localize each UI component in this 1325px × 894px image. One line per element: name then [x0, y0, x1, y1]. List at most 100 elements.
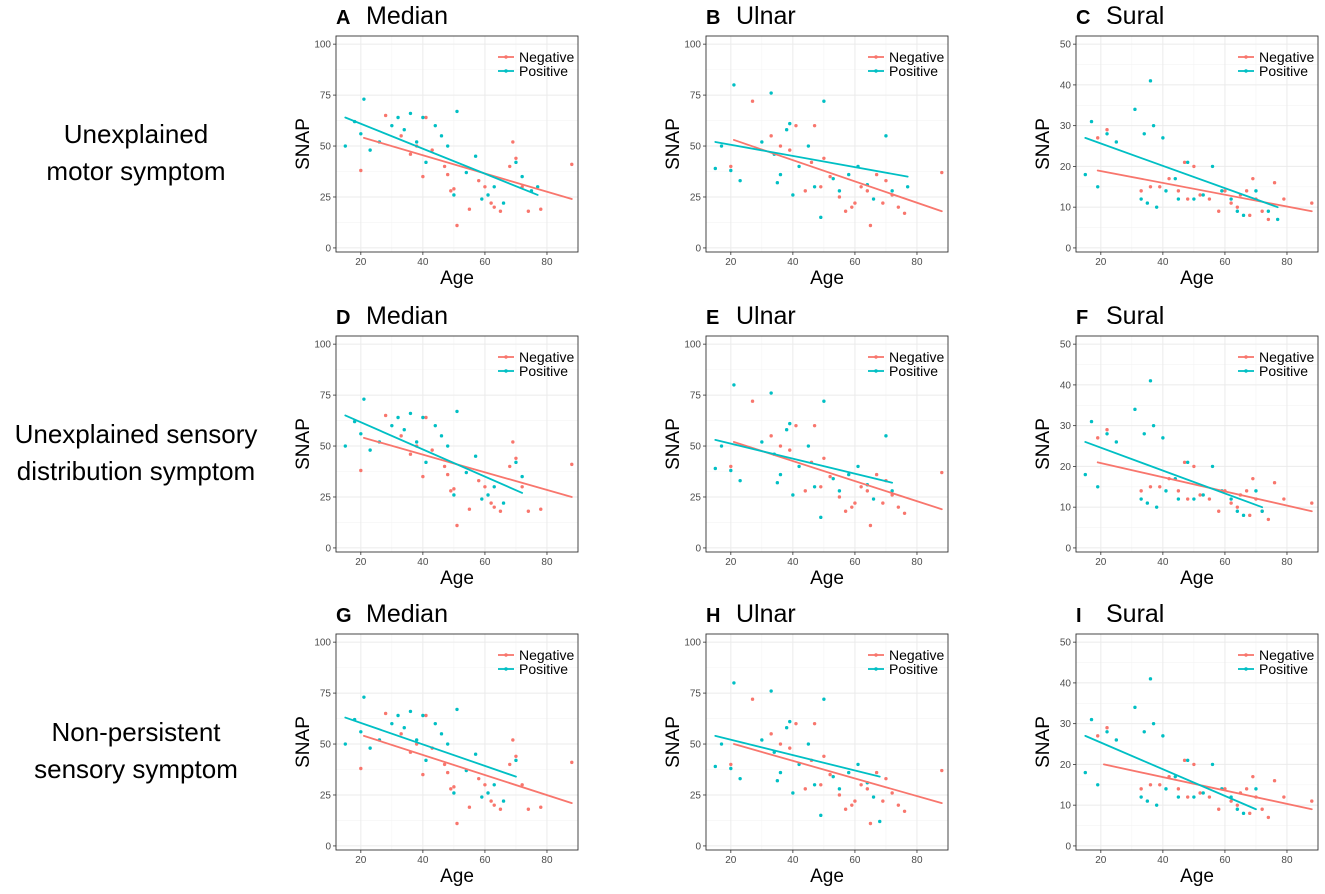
panel-border	[335, 633, 579, 851]
negative-point	[570, 462, 574, 467]
negative-point	[467, 507, 472, 511]
x-tick-label: 40	[417, 257, 429, 268]
x-tick-label: 80	[541, 557, 553, 568]
x-axis-title: Age	[810, 568, 844, 589]
x-tick-label: 20	[1095, 557, 1107, 568]
negative-point	[865, 787, 870, 791]
negative-point	[828, 772, 832, 777]
legend-dot-negative	[504, 355, 508, 359]
positive-point	[719, 444, 724, 448]
positive-point	[784, 428, 789, 432]
positive-trend-line	[344, 116, 539, 196]
negative-point	[424, 115, 428, 120]
positive-point	[1105, 730, 1109, 734]
positive-point	[1235, 509, 1240, 513]
x-axis-title: Age	[440, 568, 474, 589]
negative-point	[881, 799, 885, 803]
x-tick-label: 80	[911, 557, 923, 568]
negative-point	[526, 509, 531, 513]
panel-title: Ulnar	[736, 302, 796, 330]
negative-point	[868, 223, 873, 228]
negative-point	[769, 434, 773, 438]
negative-point	[865, 189, 870, 193]
negative-point	[442, 164, 447, 169]
negative-point	[467, 805, 472, 809]
positive-point	[439, 434, 444, 438]
positive-point	[1185, 160, 1190, 165]
y-tick-label: 75	[320, 391, 332, 402]
y-tick-label: 30	[1060, 421, 1072, 432]
negative-point	[788, 746, 792, 750]
positive-point	[732, 383, 736, 387]
negative-point	[1223, 189, 1227, 193]
positive-trend-line	[344, 414, 524, 494]
negative-point	[1244, 189, 1249, 193]
y-tick-label: 25	[320, 492, 332, 503]
positive-point	[439, 732, 444, 736]
x-tick-label: 20	[355, 855, 367, 866]
positive-point	[402, 726, 406, 730]
positive-point	[1148, 379, 1153, 383]
negative-point	[489, 501, 493, 505]
positive-point	[501, 799, 506, 803]
positive-point	[871, 197, 876, 201]
positive-point	[1089, 119, 1094, 124]
plot-area	[336, 36, 578, 252]
negative-point	[455, 523, 459, 528]
negative-point	[896, 205, 901, 209]
plot-area	[1076, 36, 1318, 252]
negative-point	[570, 760, 574, 765]
x-axis-title: Age	[1180, 268, 1214, 289]
y-tick-label: 0	[325, 243, 331, 254]
y-tick-label: 40	[1060, 678, 1072, 689]
x-tick-label: 20	[725, 557, 737, 568]
negative-point	[1198, 493, 1202, 497]
positive-point	[433, 423, 437, 428]
negative-point	[483, 185, 487, 189]
negative-point	[508, 464, 512, 469]
negative-point	[794, 123, 798, 128]
x-tick-label: 20	[355, 257, 367, 268]
positive-point	[408, 411, 413, 416]
negative-point	[1248, 811, 1252, 816]
negative-point	[1105, 128, 1109, 132]
positive-point	[1105, 432, 1109, 436]
legend-label-positive: Positive	[889, 63, 938, 79]
negative-point	[809, 160, 814, 165]
negative-point	[868, 821, 873, 826]
positive-point	[760, 738, 764, 742]
negative-point	[483, 783, 487, 787]
y-tick-label: 0	[695, 243, 701, 254]
negative-point	[853, 799, 857, 803]
panel-title: Median	[366, 302, 448, 330]
positive-trend-line	[1084, 136, 1279, 209]
positive-point	[1142, 432, 1146, 436]
panel-border	[705, 35, 949, 253]
x-tick-label: 20	[355, 557, 367, 568]
negative-point	[511, 140, 515, 144]
positive-trend-line	[344, 716, 517, 778]
row-label-1: Unexplained motor symptom	[0, 116, 272, 190]
x-tick-label: 80	[1281, 257, 1293, 268]
legend-label-positive: Positive	[1259, 363, 1308, 379]
negative-point	[1251, 476, 1255, 481]
positive-point	[408, 709, 413, 714]
panel-border	[335, 335, 579, 553]
positive-point	[362, 397, 366, 401]
positive-point	[822, 697, 826, 701]
positive-point	[1154, 505, 1159, 509]
positive-point	[520, 474, 524, 479]
positive-point	[884, 134, 888, 138]
x-axis-title: Age	[1180, 866, 1214, 887]
positive-point	[1151, 721, 1156, 726]
negative-point	[430, 448, 434, 452]
negative-point	[750, 697, 755, 701]
negative-point	[455, 821, 459, 826]
y-tick-label: 100	[314, 638, 331, 649]
y-axis-title: SNAP	[1033, 716, 1054, 768]
positive-point	[791, 791, 795, 795]
positive-trend-line	[1084, 441, 1264, 509]
negative-point	[1176, 787, 1181, 791]
